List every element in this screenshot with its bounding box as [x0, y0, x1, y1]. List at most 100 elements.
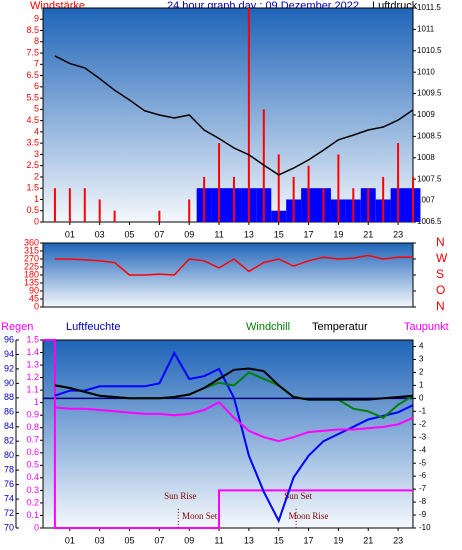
wind-spike — [218, 143, 221, 222]
y2-tick-label: 4 — [419, 342, 424, 351]
y2-tick-label: 1010.5 — [417, 46, 442, 55]
pressure-label: Luftdruck — [372, 0, 418, 12]
series-line — [43, 339, 413, 529]
series-line — [54, 400, 414, 443]
y3-tick-label: 74 — [4, 493, 14, 503]
y-tick-label: 315 — [24, 245, 39, 255]
y-tick-label: 1 — [34, 397, 39, 407]
x-tick-label: 17 — [304, 535, 314, 545]
y-tick-label: 0 — [34, 522, 39, 532]
y2-tick-label: N — [436, 235, 445, 249]
y2-tick-label: 1006.5 — [417, 217, 442, 226]
y-tick-label: 270 — [24, 253, 39, 263]
y-tick-label: 0.5 — [26, 205, 39, 215]
x-tick-label: 07 — [154, 535, 164, 545]
y-tick-label: 5.5 — [26, 92, 39, 102]
y-tick-label: 45 — [29, 293, 39, 303]
y2-tick-label: O — [436, 283, 445, 297]
wind-spike — [113, 210, 116, 222]
wind-spike — [188, 199, 191, 222]
y-tick-label: 3 — [34, 149, 39, 159]
y-tick-label: 0.7 — [26, 435, 39, 445]
y2-tick-label: -3 — [419, 432, 427, 441]
wind-spike — [98, 199, 101, 222]
y3-tick-label: 76 — [4, 479, 14, 489]
y-tick-label: 1.5 — [26, 183, 39, 193]
legend-humidity: Luftfeuchte — [66, 321, 120, 333]
wind-spike — [158, 210, 161, 222]
wind-spike — [307, 165, 310, 222]
y2-tick-label: -1 — [419, 406, 427, 415]
series-line — [54, 350, 414, 524]
y3-tick-label: 94 — [4, 349, 14, 359]
y3-tick-label: 72 — [4, 508, 14, 518]
y3-tick-label: 86 — [4, 407, 14, 417]
y2-tick-label: 3 — [419, 355, 424, 364]
y2-tick-label: N — [436, 299, 445, 313]
x-tick-label: 19 — [333, 229, 343, 239]
y2-tick-label: -9 — [419, 510, 427, 519]
series-line — [54, 254, 413, 276]
x-tick-label: 01 — [65, 229, 75, 239]
y2-tick-label: -7 — [419, 484, 427, 493]
y-tick-label: 0.9 — [26, 410, 39, 420]
x-tick-label: 01 — [65, 535, 75, 545]
annotation: Moon Set — [182, 511, 218, 521]
y2-tick-label: 1008.5 — [417, 132, 442, 141]
y-tick-label: 0.5 — [26, 460, 39, 470]
y-tick-label: 1.4 — [26, 347, 39, 357]
series-line — [54, 367, 414, 401]
x-tick-label: 23 — [393, 229, 403, 239]
wind-spike — [53, 188, 56, 222]
y3-tick-label: 90 — [4, 378, 14, 388]
y2-tick-label: -10 — [419, 523, 431, 532]
y2-tick-label: 1009.5 — [417, 89, 442, 98]
plot-background — [42, 242, 414, 308]
y-tick-label: 8.5 — [26, 25, 39, 35]
annotation: Sun Set — [284, 491, 312, 501]
y3-tick-label: 82 — [4, 436, 14, 446]
y-tick-label: 1.5 — [26, 334, 39, 344]
y2-tick-label: S — [436, 267, 444, 281]
y2-tick-label: 1 — [419, 380, 424, 389]
wind-spike — [247, 8, 250, 222]
y3-tick-label: 92 — [4, 363, 14, 373]
wind-label: Windstärke — [30, 0, 85, 12]
legend-temperature: Temperatur — [312, 321, 368, 333]
y2-tick-label: 1011 — [417, 25, 435, 34]
y2-tick-label: 1011.5 — [417, 3, 441, 12]
y2-tick-label: 1009 — [417, 110, 435, 119]
y2-tick-label: 1010 — [417, 67, 435, 76]
y2-tick-label: -6 — [419, 471, 427, 480]
y-tick-label: 6.5 — [26, 70, 39, 80]
y-tick-label: 225 — [24, 261, 39, 271]
legend-dewpoint: Taupunkt — [404, 321, 449, 333]
x-tick-label: 13 — [244, 535, 254, 545]
y-tick-label: 0.2 — [26, 497, 39, 507]
y2-tick-label: -5 — [419, 458, 427, 467]
wind-spike — [397, 143, 400, 222]
legend-windchill: Windchill — [246, 321, 290, 333]
series-line — [54, 55, 414, 176]
y3-tick-label: 96 — [4, 334, 14, 344]
wind-spike — [412, 176, 414, 222]
x-tick-label: 03 — [95, 535, 105, 545]
y-tick-label: 3.5 — [26, 138, 39, 148]
y3-tick-label: 70 — [4, 522, 14, 532]
wind-spike — [203, 176, 206, 222]
y2-tick-label: 1007.5 — [417, 174, 442, 183]
y-tick-label: 7 — [34, 59, 39, 69]
plot-background — [42, 339, 414, 529]
y3-tick-label: 84 — [4, 421, 14, 431]
y-tick-label: 0.3 — [26, 485, 39, 495]
annotation: Sun Rise — [164, 491, 196, 501]
y2-tick-label: -4 — [419, 445, 427, 454]
x-tick-label: 15 — [274, 535, 284, 545]
y-tick-label: 5 — [34, 104, 39, 114]
x-tick-label: 17 — [304, 229, 314, 239]
y-tick-label: 1 — [34, 194, 39, 204]
x-tick-label: 09 — [184, 535, 194, 545]
wind-spike — [367, 188, 370, 222]
x-tick-label: 11 — [214, 229, 223, 239]
